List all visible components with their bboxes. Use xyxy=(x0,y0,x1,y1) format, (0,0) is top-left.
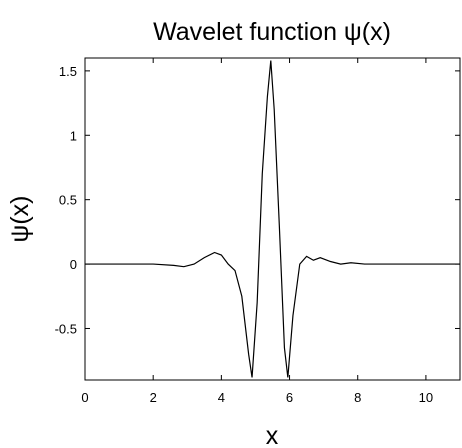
y-tick-label: 1 xyxy=(70,128,77,143)
x-tick-label: 4 xyxy=(218,390,225,405)
axis-ticks xyxy=(84,58,460,380)
x-tick-label: 2 xyxy=(150,390,157,405)
y-tick-label: 1.5 xyxy=(59,64,77,79)
plot-area xyxy=(84,57,461,381)
x-tick-label: 8 xyxy=(354,390,361,405)
y-tick-label: 0 xyxy=(70,257,77,272)
y-tick-label: 0.5 xyxy=(59,193,77,208)
axis-tick-labels: 0 2 4 6 8 10 -0.5 0 0.5 1 1.5 xyxy=(55,64,434,405)
y-tick-label: -0.5 xyxy=(55,321,77,336)
chart-title: Wavelet function ψ(x) xyxy=(153,18,391,46)
x-axis-label: x xyxy=(266,422,279,448)
wavelet-series-line xyxy=(85,60,460,378)
x-tick-label: 6 xyxy=(286,390,293,405)
x-tick-label: 10 xyxy=(419,390,433,405)
x-tick-label: 0 xyxy=(81,390,88,405)
y-axis-label: ψ(x) xyxy=(6,196,34,243)
